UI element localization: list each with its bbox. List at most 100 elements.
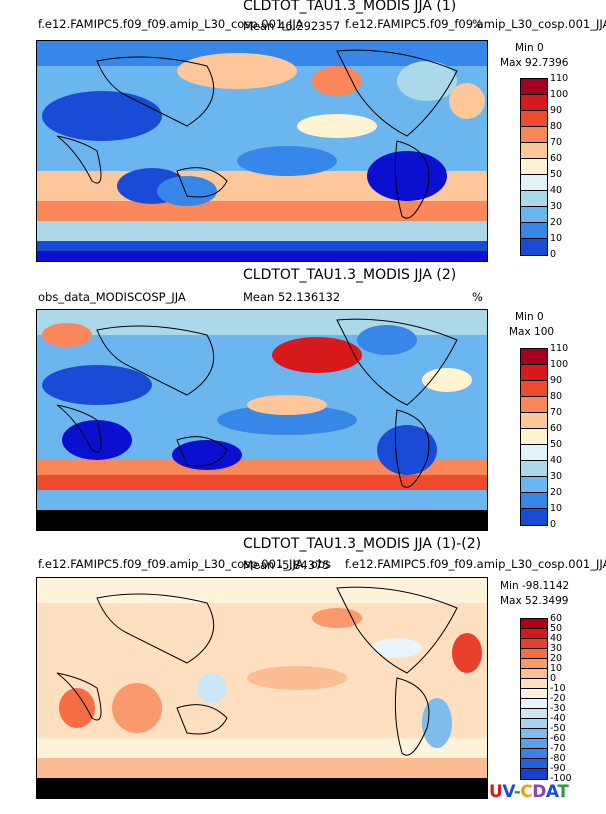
colorbar-swatch: [521, 207, 547, 223]
colorbar-tick: -50: [550, 723, 566, 734]
panel-title: CLDTOT_TAU1.3_MODIS JJA (2): [243, 267, 457, 283]
min-label: Min 0: [515, 311, 544, 323]
colorbar-swatch: [521, 429, 547, 445]
colorbar: [520, 348, 548, 526]
max-label: Max 100: [509, 326, 555, 338]
colorbar-tick: -30: [550, 703, 566, 714]
colorbar-tick: 40: [550, 185, 563, 196]
colorbar-tick: 0: [550, 673, 557, 684]
colorbar-swatch: [521, 95, 547, 111]
map-plot: [36, 309, 488, 531]
colorbar-swatch: [521, 719, 547, 729]
units-label: %: [472, 17, 483, 31]
colorbar-swatch: [521, 127, 547, 143]
colorbar-swatch: [521, 381, 547, 397]
uvcdat-logo: UV-CDAT: [489, 782, 569, 802]
colorbar-tick: 10: [550, 233, 563, 244]
colorbar-tick: 40: [550, 633, 563, 644]
colorbar-swatch: [521, 79, 547, 95]
colorbar-tick: 60: [550, 613, 563, 624]
colorbar-tick: 40: [550, 455, 563, 466]
colorbar-swatch: [521, 509, 547, 525]
colorbar-swatch: [521, 493, 547, 509]
colorbar-swatch: [521, 143, 547, 159]
colorbar-tick: 30: [550, 643, 563, 654]
colorbar-tick: 30: [550, 201, 563, 212]
colorbar-swatch: [521, 191, 547, 207]
colorbar-tick: 60: [550, 153, 563, 164]
colorbar-swatch: [521, 759, 547, 769]
colorbar-swatch: [521, 111, 547, 127]
min-label: Min -98.1142: [500, 580, 570, 592]
colorbar-tick: 10: [550, 503, 563, 514]
colorbar-swatch: [521, 729, 547, 739]
colorbar-tick: 20: [550, 487, 563, 498]
colorbar-tick: 0: [550, 249, 557, 260]
colorbar-tick: 100: [550, 89, 569, 100]
case-label: f.e12.FAMIPC5.f09_f09.amip_L30_cosp.001_…: [38, 557, 332, 571]
case-label-overlap: f.e12.FAMIPC5.f09_f09.amip_L30_cosp.001_…: [345, 17, 606, 31]
colorbar-tick: 70: [550, 407, 563, 418]
colorbar-swatch: [521, 669, 547, 679]
case-label-overlap: f.e12.FAMIPC5.f09_f09.amip_L30_cosp.001_…: [345, 557, 606, 571]
colorbar-swatch: [521, 709, 547, 719]
colorbar-swatch: [521, 689, 547, 699]
colorbar-tick: 90: [550, 375, 563, 386]
colorbar-tick: 20: [550, 217, 563, 228]
panel-title: CLDTOT_TAU1.3_MODIS JJA (1): [243, 0, 457, 14]
colorbar-tick: 50: [550, 623, 563, 634]
colorbar-swatch: [521, 477, 547, 493]
colorbar-tick: 50: [550, 169, 563, 180]
colorbar-tick: -70: [550, 743, 566, 754]
colorbar-tick: 100: [550, 359, 569, 370]
mean-label: Mean 52.136132: [243, 290, 341, 304]
colorbar-swatch: [521, 461, 547, 477]
colorbar-swatch: [521, 659, 547, 669]
colorbar-swatch: [521, 699, 547, 709]
colorbar-swatch: [521, 679, 547, 689]
colorbar-swatch: [521, 769, 547, 779]
colorbar-tick: 110: [550, 73, 569, 84]
colorbar-tick: 80: [550, 121, 563, 132]
colorbar-tick: 60: [550, 423, 563, 434]
colorbar-swatch: [521, 223, 547, 239]
map-plot: [36, 40, 488, 262]
mean-label: Mean 46.292357: [243, 19, 341, 33]
colorbar-tick: -10: [550, 683, 566, 694]
colorbar-tick: 70: [550, 137, 563, 148]
colorbar-swatch: [521, 749, 547, 759]
colorbar-tick: 110: [550, 343, 569, 354]
colorbar-tick: -60: [550, 733, 566, 744]
colorbar-swatch: [521, 239, 547, 255]
colorbar-tick: 90: [550, 105, 563, 116]
colorbar-swatch: [521, 397, 547, 413]
colorbar-tick: 0: [550, 519, 557, 530]
colorbar: [520, 78, 548, 256]
colorbar-swatch: [521, 159, 547, 175]
colorbar-tick: 80: [550, 391, 563, 402]
min-label: Min 0: [515, 42, 544, 54]
mean-label: Mean -5.84375: [243, 558, 330, 572]
colorbar-swatch: [521, 619, 547, 629]
colorbar: [520, 618, 548, 780]
colorbar-swatch: [521, 649, 547, 659]
colorbar-tick: 20: [550, 653, 563, 664]
colorbar-swatch: [521, 413, 547, 429]
colorbar-tick: 30: [550, 471, 563, 482]
map-plot: [36, 577, 488, 799]
colorbar-swatch: [521, 445, 547, 461]
colorbar-swatch: [521, 365, 547, 381]
colorbar-swatch: [521, 639, 547, 649]
colorbar-tick: -90: [550, 763, 566, 774]
max-label: Max 52.3499: [500, 595, 569, 607]
case-label: obs_data_MODISCOSP_JJA: [38, 290, 186, 304]
units-label: %: [472, 290, 483, 304]
colorbar-swatch: [521, 629, 547, 639]
colorbar-tick: -40: [550, 713, 566, 724]
map-field: [37, 41, 487, 261]
colorbar-tick: -100: [550, 773, 572, 784]
colorbar-tick: -80: [550, 753, 566, 764]
colorbar-tick: 50: [550, 439, 563, 450]
max-label: Max 92.7396: [500, 57, 569, 69]
colorbar-swatch: [521, 349, 547, 365]
